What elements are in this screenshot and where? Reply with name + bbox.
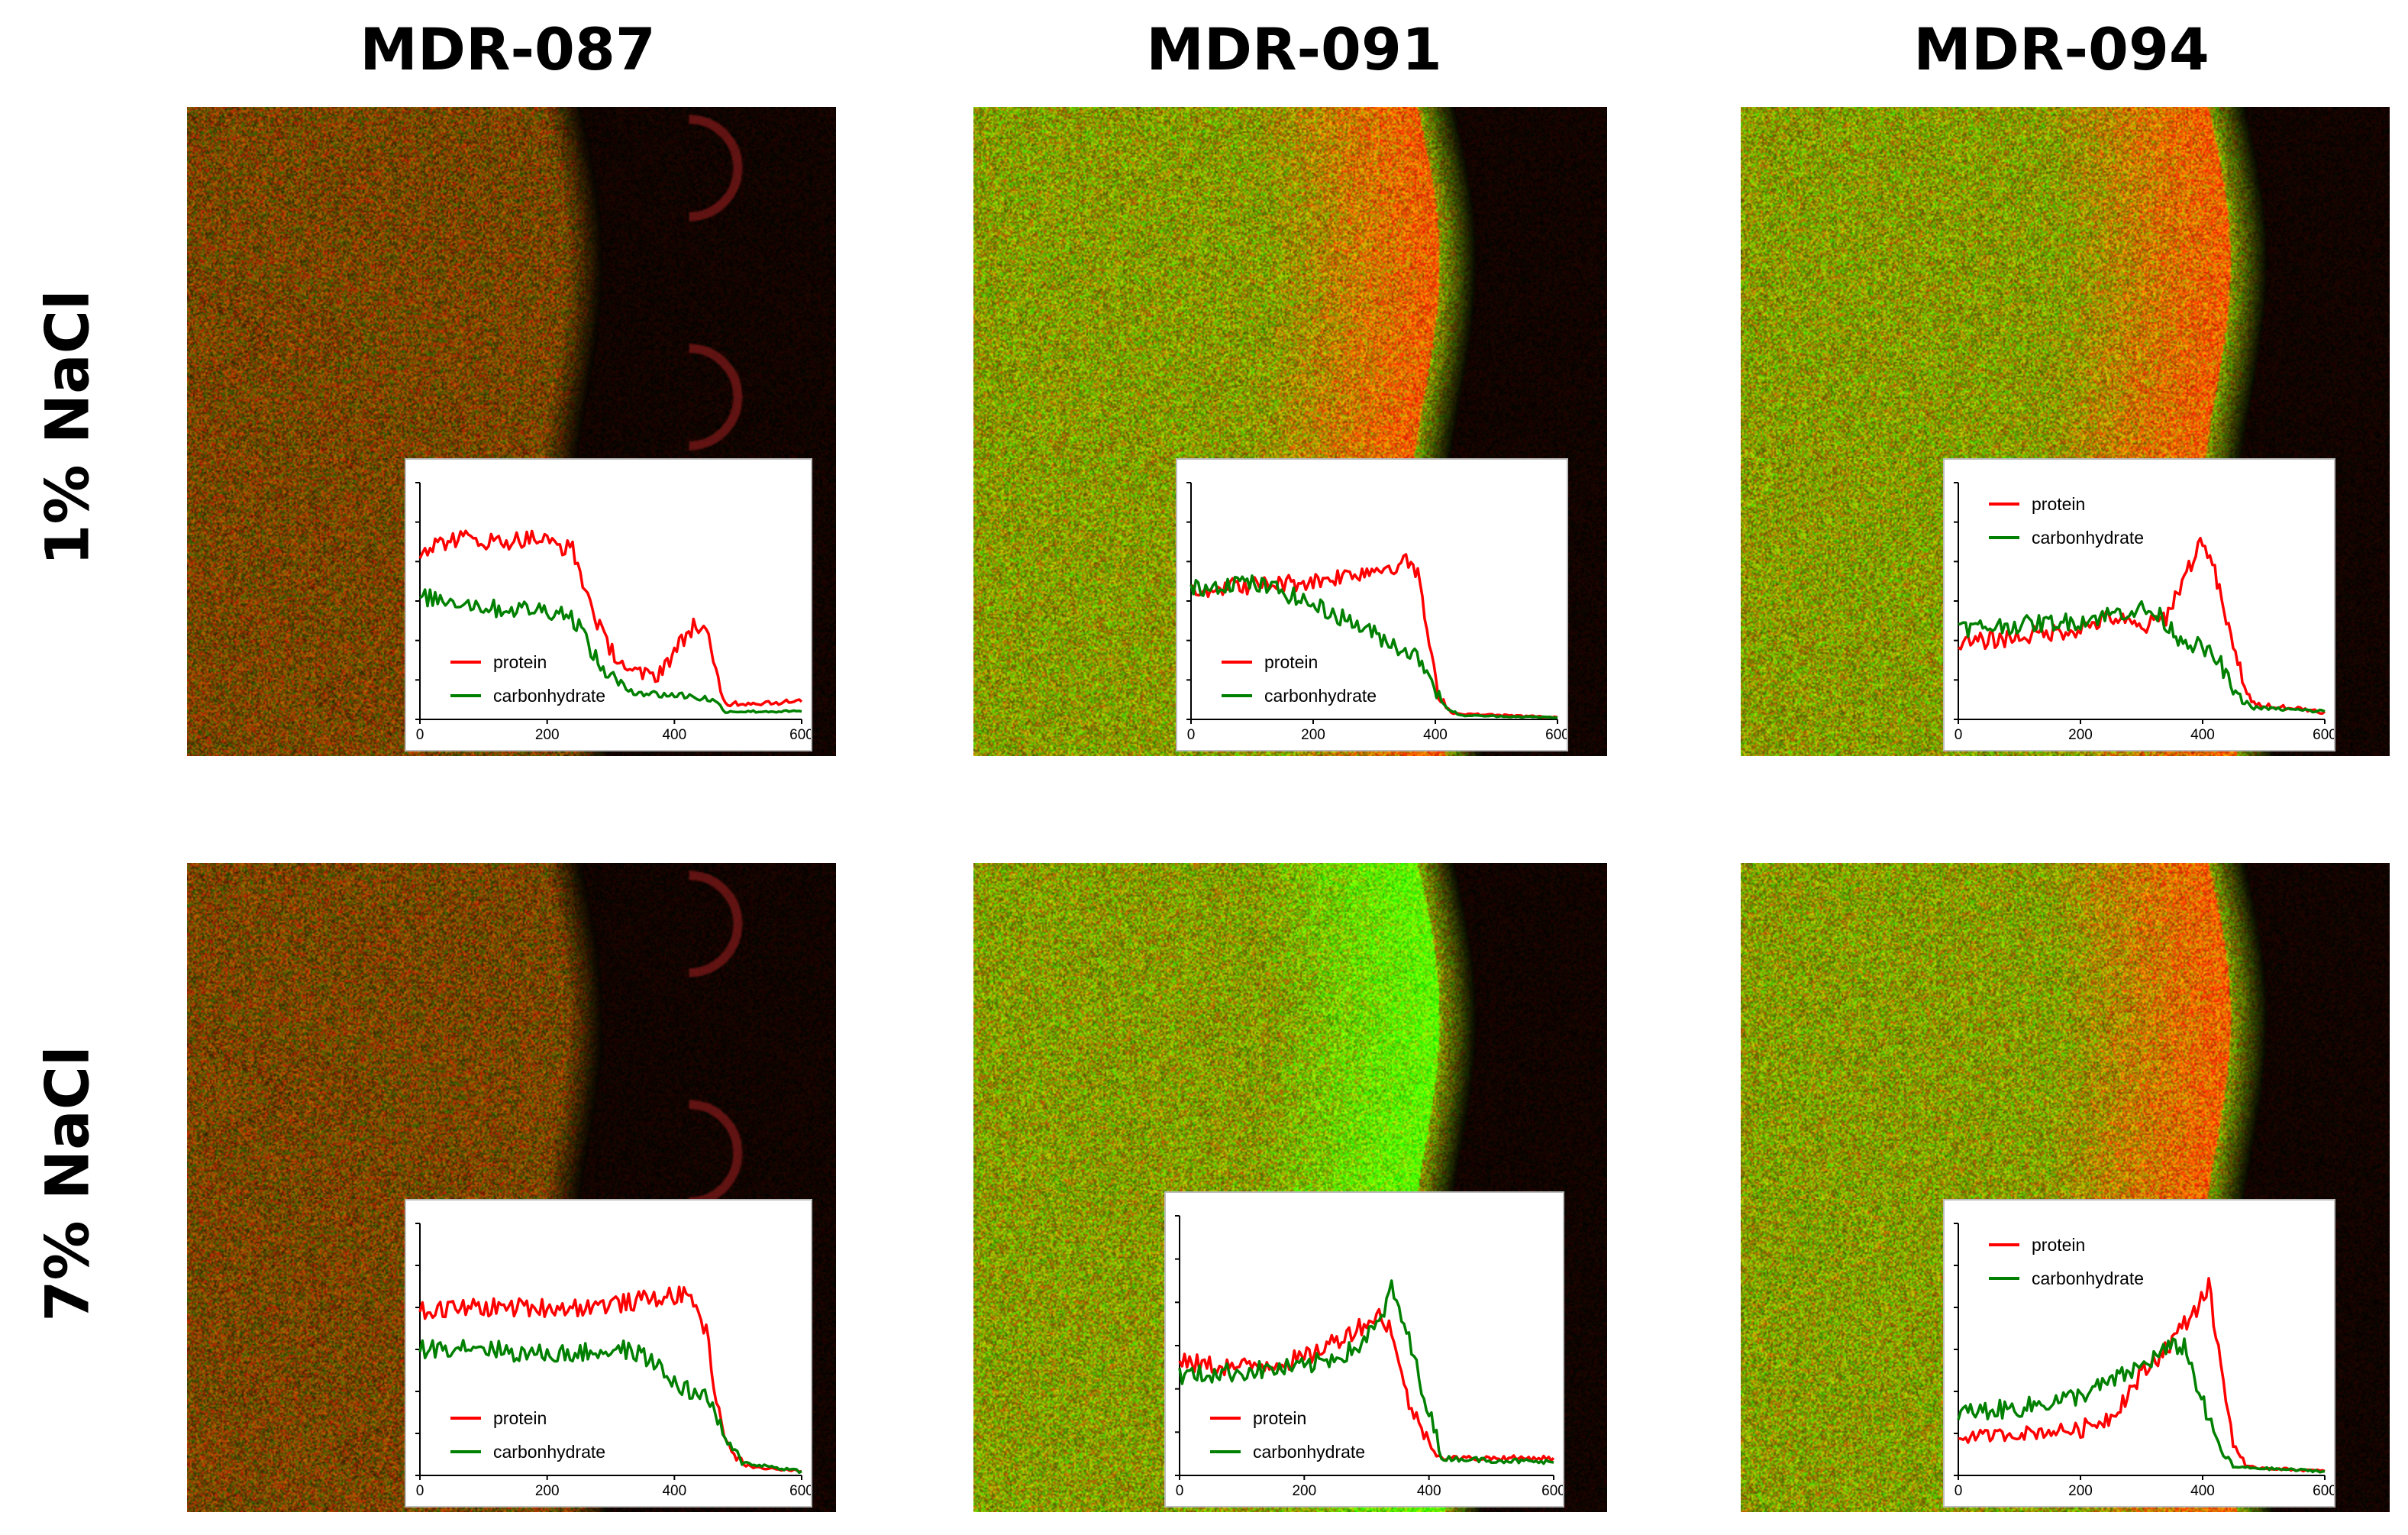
series-line-protein [418,529,803,708]
x-tick-label: 200 [535,727,560,743]
profile-chart: 0 200 400 600 protein carbonhydrate [1943,1199,2335,1508]
x-tick-label: 600 [789,727,811,743]
legend-label-carbonhydrate: carbonhydrate [1264,686,1377,706]
legend-label-carbonhydrate: carbonhydrate [493,1442,605,1462]
panel-mdr-091-1-nacl: 0 200 400 600 protein carbonhydrate [973,107,1607,756]
series-line-carbonhydrate [1957,1337,2326,1474]
series-line-carbonhydrate [418,588,802,714]
column-title-mdr-087: MDR-087 [360,15,656,83]
profile-chart: 0 200 400 600 protein carbonhydrate [1943,458,2335,751]
column-title-mdr-094: MDR-094 [1913,15,2209,83]
x-tick-label: 600 [1545,727,1567,743]
x-tick-label: 200 [2068,1483,2093,1499]
profile-chart-svg: 0 200 400 600 protein carbonhydrate [415,1223,811,1499]
profile-chart-svg: 0 200 400 600 protein carbonhydrate [415,482,811,743]
x-tick-label: 600 [2313,727,2334,743]
legend-label-carbonhydrate: carbonhydrate [2032,528,2144,548]
x-tick-label: 400 [1417,1483,1441,1499]
x-tick-label: 0 [1187,727,1196,743]
profile-chart: 0 200 400 600 protein carbonhydrate [405,1199,812,1508]
legend-label-protein: protein [2032,494,2085,514]
x-tick-label: 200 [1301,727,1325,743]
x-tick-label: 0 [1954,727,1963,743]
profile-chart-svg: 0 200 400 600 protein carbonhydrate [1186,482,1567,743]
x-tick-label: 200 [2068,727,2093,743]
panel-mdr-091-7-nacl: 0 200 400 600 protein carbonhydrate [973,863,1607,1512]
series-line-carbonhydrate [1189,574,1558,719]
series-line-carbonhydrate [418,1339,802,1475]
profile-chart-svg: 0 200 400 600 protein carbonhydrate [1175,1215,1563,1499]
x-tick-label: 0 [1954,1483,1963,1499]
row-label-1-nacl-text: 1% NaCl [34,289,104,566]
x-tick-label: 600 [1541,1483,1563,1499]
profile-chart: 0 200 400 600 protein carbonhydrate [1176,458,1568,751]
series-line-protein [1958,1277,2326,1473]
x-tick-label: 200 [1292,1483,1316,1499]
panel-mdr-087-7-nacl: 0 200 400 600 protein carbonhydrate [187,863,836,1512]
row-label-1-nacl: 1% NaCl [8,107,130,748]
series-line-carbonhydrate [1178,1279,1554,1466]
x-tick-label: 200 [535,1483,560,1499]
series-line-protein [1178,1307,1555,1462]
legend-label-carbonhydrate: carbonhydrate [1253,1442,1365,1462]
row-label-7-nacl: 7% NaCl [8,863,130,1504]
series-line-protein [418,1285,802,1473]
legend-label-carbonhydrate: carbonhydrate [2032,1268,2144,1288]
legend-label-protein: protein [1253,1408,1306,1428]
profile-chart: 0 200 400 600 protein carbonhydrate [405,458,812,751]
profile-chart: 0 200 400 600 protein carbonhydrate [1164,1191,1564,1508]
x-tick-label: 0 [1176,1483,1184,1499]
legend-label-carbonhydrate: carbonhydrate [493,686,605,706]
legend-label-protein: protein [493,1408,547,1428]
x-tick-label: 400 [2190,727,2215,743]
series-line-carbonhydrate [1958,599,2326,714]
x-tick-label: 400 [1423,727,1448,743]
profile-chart-svg: 0 200 400 600 protein carbonhydrate [1954,482,2334,743]
column-title-mdr-091: MDR-091 [1146,15,1442,83]
row-label-7-nacl-text: 7% NaCl [34,1045,104,1322]
panel-mdr-094-1-nacl: 0 200 400 600 protein carbonhydrate [1741,107,2390,756]
profile-chart-svg: 0 200 400 600 protein carbonhydrate [1954,1223,2334,1499]
x-tick-label: 400 [662,727,686,743]
panel-mdr-094-7-nacl: 0 200 400 600 protein carbonhydrate [1741,863,2390,1512]
x-tick-label: 0 [416,727,424,743]
legend-label-protein: protein [1264,652,1318,672]
legend-label-protein: protein [493,652,547,672]
x-tick-label: 400 [2190,1483,2215,1499]
x-tick-label: 0 [416,1483,424,1499]
x-tick-label: 600 [2313,1483,2334,1499]
panel-mdr-087-1-nacl: 0 200 400 600 protein carbonhydrate [187,107,836,756]
x-tick-label: 400 [662,1483,686,1499]
legend-label-protein: protein [2032,1235,2085,1255]
x-tick-label: 600 [789,1483,811,1499]
